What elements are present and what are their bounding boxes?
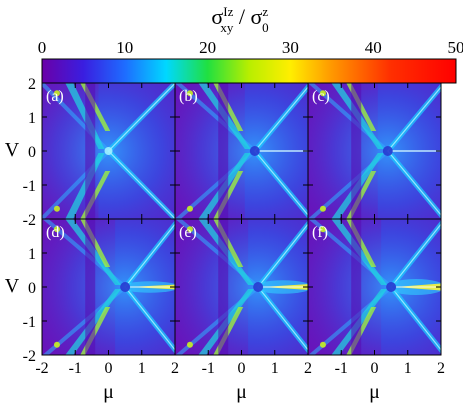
x-axis-label: μ — [103, 381, 114, 403]
x-tick-label: 0 — [105, 360, 113, 377]
heatmap-panel-f: (f) — [307, 218, 442, 356]
heatmap-panel-d: (d) — [41, 218, 176, 356]
colorbar-tick-label: 20 — [199, 38, 216, 57]
x-tick-label: 1 — [271, 360, 279, 377]
x-tick-label: 2 — [437, 360, 445, 377]
heatmap-panel-a: (a) — [41, 82, 176, 220]
tick-labels: 210-1-210-1-2-2 -1 0 1 2 -1 0 1 2 -1 0 1 2 — [23, 76, 445, 377]
heatmap-panel-e: (e) — [174, 218, 309, 356]
panel-label: (f) — [312, 224, 328, 241]
x-tick-label: -2 — [35, 360, 48, 377]
y-tick-label: -1 — [23, 314, 36, 331]
panel-label: (a) — [46, 88, 64, 105]
heatmap-panel-c: (c) — [307, 82, 442, 220]
x-tick-label: 1 — [138, 360, 146, 377]
y-tick-label: 2 — [28, 76, 36, 93]
colorbar-title: σIz xy / σz 0 — [211, 4, 268, 35]
colorbar-tick-label: 0 — [38, 38, 47, 57]
y-axis-label-top: V — [5, 139, 20, 161]
x-axis-label: μ — [369, 381, 380, 403]
y-tick-label: 0 — [28, 144, 36, 161]
x-tick-label: 2 — [304, 360, 312, 377]
panel-label: (c) — [312, 88, 330, 105]
colorbar-tick-label: 50 — [448, 38, 463, 57]
x-tick-label: -1 — [335, 360, 348, 377]
panel-label: (b) — [179, 88, 198, 105]
panel-label: (d) — [46, 224, 65, 241]
colorbar-tick-label: 40 — [365, 38, 382, 57]
x-tick-label: 0 — [371, 360, 379, 377]
panel-label: (e) — [179, 224, 197, 241]
y-tick-label: 1 — [28, 246, 36, 263]
y-tick-label: -2 — [23, 212, 36, 229]
y-tick-label: -2 — [23, 348, 36, 365]
colorbar-tick-labels: 0 10 20 30 40 50 — [38, 38, 463, 57]
colorbar-tick-label: 10 — [116, 38, 133, 57]
x-tick-label: -1 — [202, 360, 215, 377]
x-tick-label: 2 — [171, 360, 179, 377]
heatmap-panels: (a) (b) (c) (d) (e) (f) — [41, 82, 442, 356]
y-tick-label: 1 — [28, 110, 36, 127]
x-tick-label: -1 — [69, 360, 82, 377]
x-axis-label: μ — [236, 381, 247, 403]
heatmap-panel-b: (b) — [174, 82, 309, 220]
y-tick-label: 0 — [28, 280, 36, 297]
x-tick-label: 0 — [238, 360, 246, 377]
y-tick-label: -1 — [23, 178, 36, 195]
x-tick-label: 1 — [404, 360, 412, 377]
y-axis-label-bottom: V — [5, 275, 20, 297]
colorbar-tick-label: 30 — [282, 38, 299, 57]
colorbar — [41, 58, 457, 84]
